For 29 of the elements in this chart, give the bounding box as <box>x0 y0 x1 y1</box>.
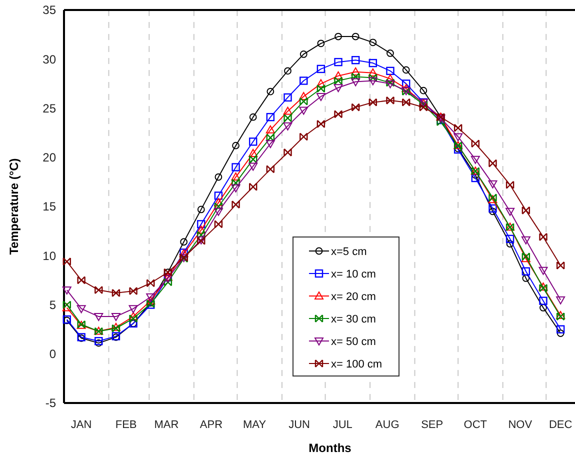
legend-label: x= 50 cm <box>331 336 376 348</box>
x-tick-label: JUN <box>288 418 310 431</box>
y-tick-label: 5 <box>49 298 56 312</box>
y-tick-label: 0 <box>49 347 56 362</box>
x-tick-label: NOV <box>508 418 533 431</box>
y-tick-label: -5 <box>45 396 56 410</box>
x-tick-label: DEC <box>548 418 572 431</box>
y-tick-label: 30 <box>42 52 56 66</box>
y-tick-label: 25 <box>42 101 56 116</box>
x-tick-label: JAN <box>70 418 92 431</box>
x-tick-label: OCT <box>464 418 488 431</box>
legend-label: x= 20 cm <box>331 290 376 303</box>
legend-label: x= 30 cm <box>331 313 376 326</box>
x-tick-label: JUL <box>332 418 352 431</box>
y-axis-title: Temperature (°C) <box>7 158 21 255</box>
legend-label: x= 10 cm <box>331 268 376 280</box>
y-tick-label: 20 <box>42 150 56 165</box>
x-tick-label: MAY <box>243 418 267 431</box>
x-tick-label: FEB <box>115 418 137 431</box>
x-tick-label: APR <box>200 418 223 431</box>
legend-label: x=5 cm <box>331 246 367 258</box>
y-tick-label: 10 <box>42 248 56 263</box>
x-tick-label: SEP <box>421 418 444 431</box>
y-tick-label: 15 <box>42 200 56 214</box>
x-axis-title: Months <box>308 441 352 455</box>
x-tick-label: MAR <box>154 418 179 431</box>
y-tick-label: 35 <box>42 3 56 18</box>
x-tick-label: AUG <box>375 418 400 431</box>
legend-label: x= 100 cm <box>331 358 382 370</box>
